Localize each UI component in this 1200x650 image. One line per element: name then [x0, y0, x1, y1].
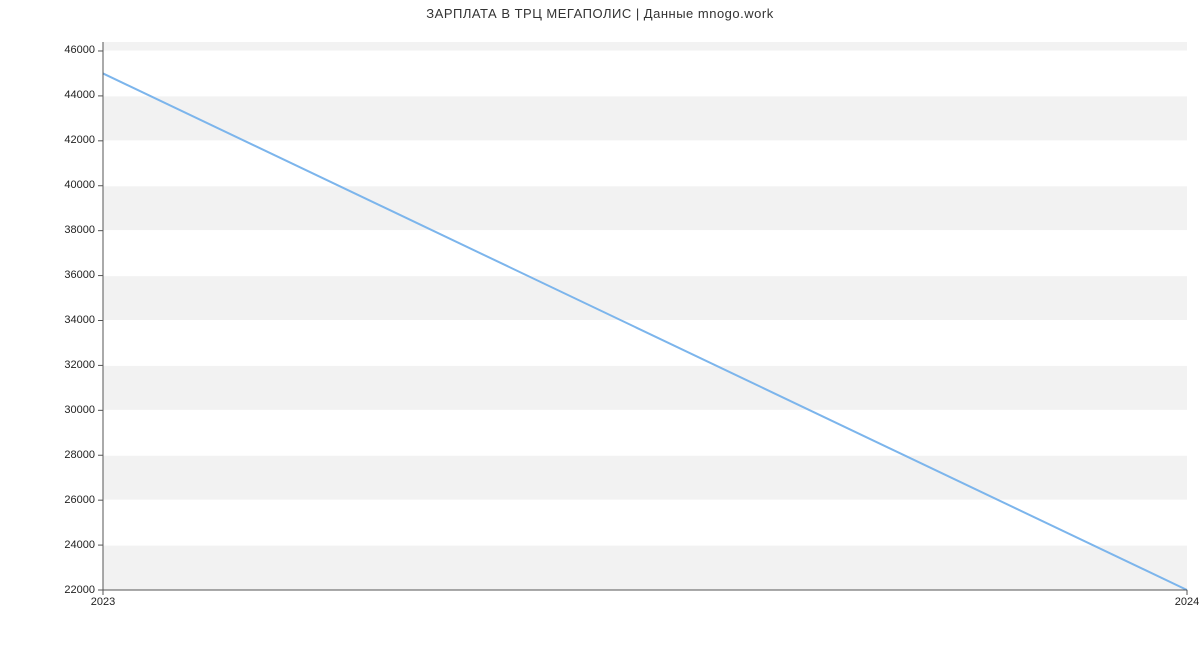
x-tick-label: 2024: [1167, 596, 1200, 608]
y-tick-label: 46000: [64, 44, 95, 56]
y-tick-label: 32000: [64, 359, 95, 371]
chart-container: ЗАРПЛАТА В ТРЦ МЕГАПОЛИС | Данные mnogo.…: [0, 0, 1200, 650]
y-tick-label: 34000: [64, 314, 95, 326]
plot-area: [103, 42, 1187, 590]
y-tick-label: 30000: [64, 404, 95, 416]
y-tick-label: 44000: [64, 89, 95, 101]
y-tick-label: 38000: [64, 224, 95, 236]
y-tick-label: 22000: [64, 584, 95, 596]
y-tick-label: 42000: [64, 134, 95, 146]
y-tick-label: 40000: [64, 179, 95, 191]
y-tick-label: 26000: [64, 494, 95, 506]
chart-title: ЗАРПЛАТА В ТРЦ МЕГАПОЛИС | Данные mnogo.…: [0, 6, 1200, 21]
y-tick-label: 28000: [64, 449, 95, 461]
y-tick-label: 24000: [64, 539, 95, 551]
y-tick-label: 36000: [64, 269, 95, 281]
x-tick-label: 2023: [83, 596, 123, 608]
